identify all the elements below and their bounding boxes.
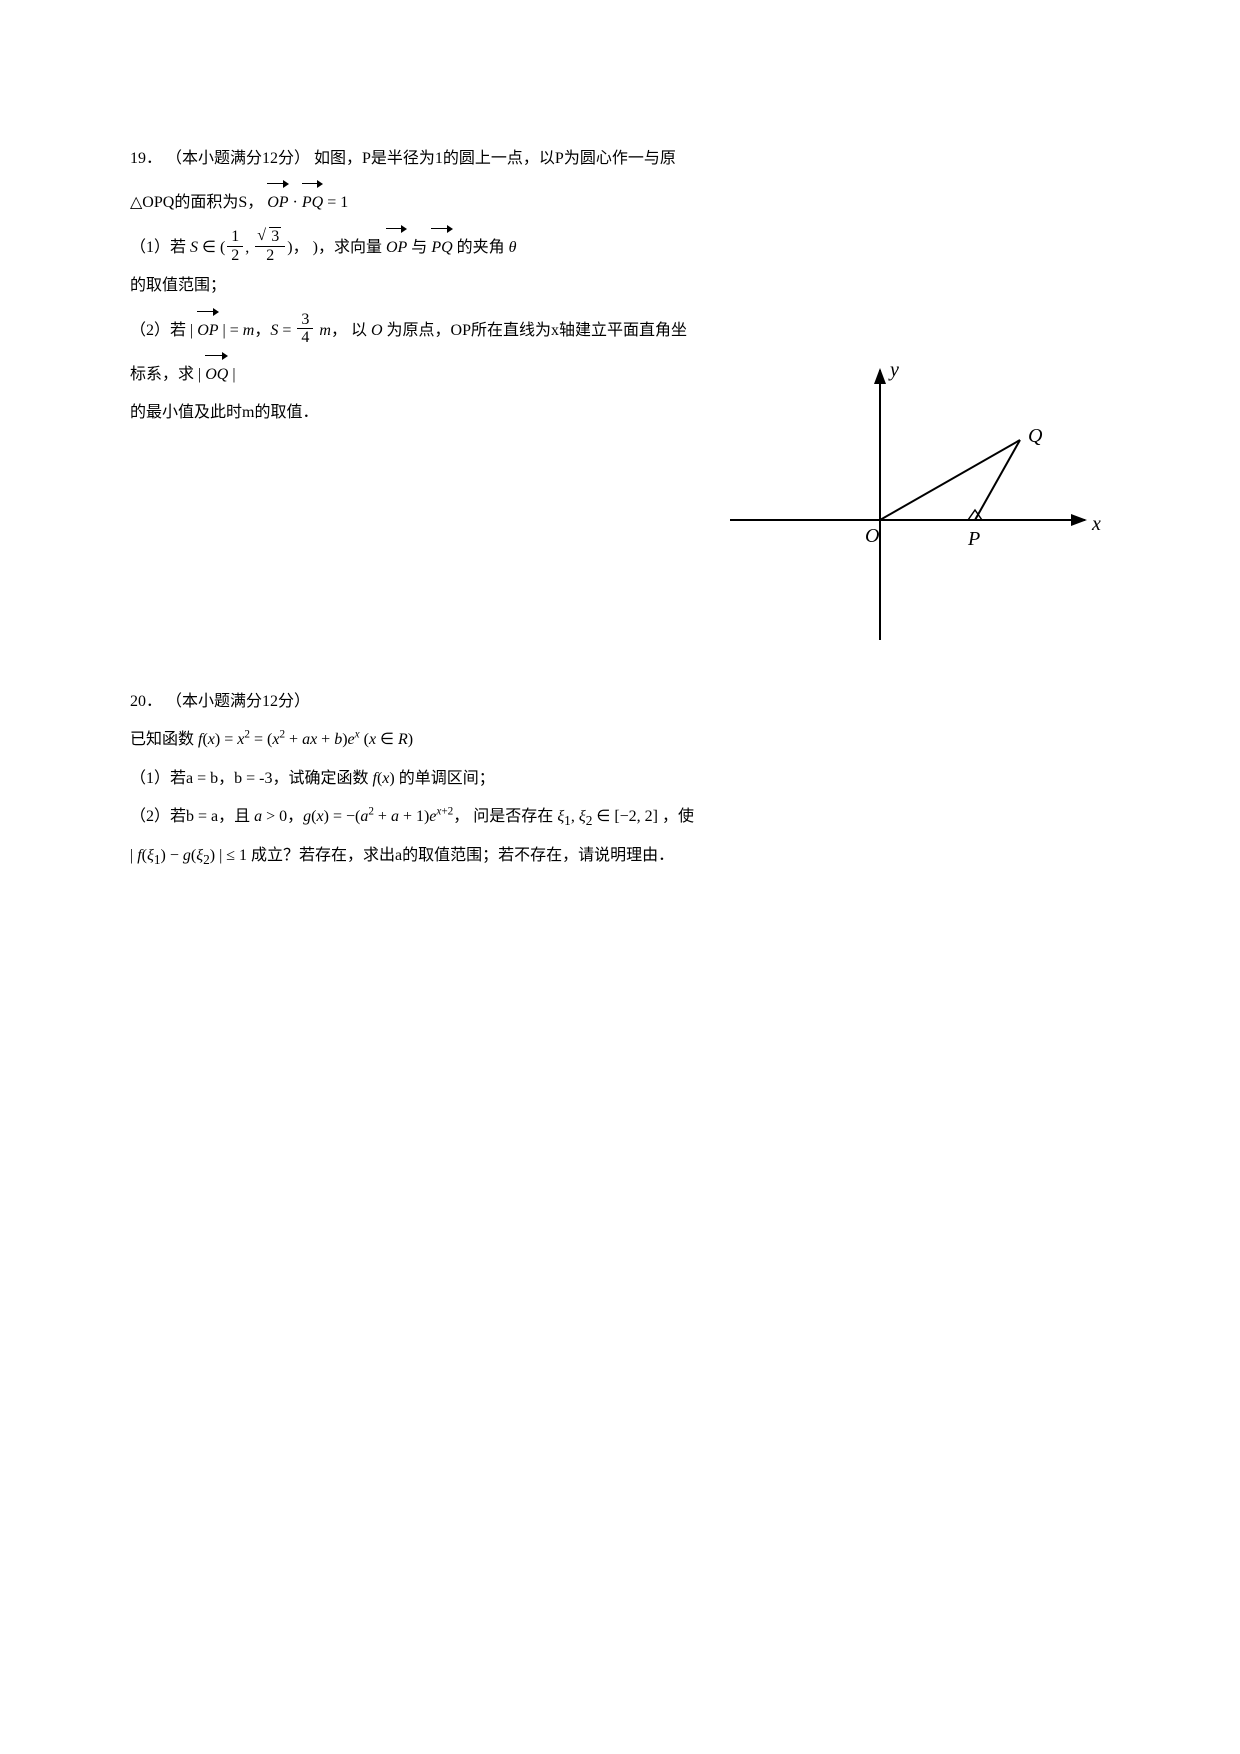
x-label: x	[1091, 513, 1101, 535]
problem-20: 20． （本小题满分12分）	[130, 683, 1110, 721]
q20-part2-ineq: | f(ξ1) − g(ξ2) | ≤ 1	[130, 847, 251, 864]
q19-part2-yi: 以 O	[351, 322, 383, 339]
q19-number: 19．	[130, 150, 162, 167]
coordinate-diagram: x y O P Q	[710, 350, 1110, 650]
q19-part1-text: )，求向量	[313, 239, 382, 256]
q20-part1: （1）若a = b，b = -3，试确定函数 f(x) 的单调区间；	[130, 760, 1110, 798]
q20-part2-label: （2）若b = a，且	[130, 808, 250, 825]
q19-points: （本小题满分12分）	[166, 150, 310, 167]
vec-OP: OP	[386, 223, 407, 267]
q20-part1-label: （1）若a = b，b = -3，试确定函数	[130, 770, 368, 787]
q19-part1: （1）若 S ∈ (12, 32)， )，求向量 OP 与 PQ 的夹角 θ	[130, 223, 1110, 267]
diagram-svg: x y O P Q	[710, 350, 1110, 650]
q20-part1-tail: 的单调区间；	[399, 770, 495, 787]
q19-given-prefix: △OPQ的面积为S，	[130, 194, 263, 211]
q19-part1-tail: 的夹角 θ	[457, 239, 517, 256]
q20-part2: （2）若b = a，且 a > 0，g(x) = −(a2 + a + 1)ex…	[130, 798, 1110, 837]
label-O: O	[865, 525, 879, 547]
q19-part1-tail2: 的取值范围；	[130, 267, 1110, 305]
q19-part1-and: 与	[411, 239, 427, 256]
q20-part2-ineq-line: | f(ξ1) − g(ξ2) | ≤ 1 成立？若存在，求出a的取值范围；若不…	[130, 837, 1110, 876]
q19-OQ-abs: | OQ |	[198, 366, 236, 383]
content-area: 19． （本小题满分12分） 如图，P是半径为1的圆上一点，以P为圆心作一与原 …	[130, 140, 1110, 876]
q19-part1-interval: S ∈ (12, 32)，	[190, 239, 313, 256]
q19-part2-label: （2）若	[130, 322, 186, 339]
label-P: P	[967, 528, 980, 550]
q19-part1-label: （1）若	[130, 239, 186, 256]
q20-func-def: f(x) = x2 = (x2 + ax + b)ex (x ∈ R)	[198, 731, 413, 748]
q20-intro-prefix: 已知函数	[130, 731, 194, 748]
q20-points: （本小题满分12分）	[166, 693, 310, 710]
page: 19． （本小题满分12分） 如图，P是半径为1的圆上一点，以P为圆心作一与原 …	[0, 0, 1240, 1754]
edge-OQ	[880, 440, 1020, 520]
label-Q: Q	[1028, 425, 1043, 447]
vec-PQ: PQ	[431, 223, 452, 267]
q20-part2-line2: ，使	[662, 808, 694, 825]
q20-part2-ask: 问是否存在 ξ1, ξ2 ∈ [−2, 2]	[473, 808, 658, 825]
q19-line2: △OPQ的面积为S， OP · PQ = 1	[130, 178, 1110, 222]
q20-part2-tail: 成立？若存在，求出a的取值范围；若不存在，请说明理由．	[251, 847, 674, 864]
q20-part1-fx: f(x)	[372, 770, 394, 787]
q20-intro: 已知函数 f(x) = x2 = (x2 + ax + b)ex (x ∈ R)	[130, 721, 1110, 759]
q19-part2-m: | OP | = m，S = 34 m，	[190, 322, 351, 339]
y-label: y	[888, 359, 899, 381]
problem-19: 19． （本小题满分12分） 如图，P是半径为1的圆上一点，以P为圆心作一与原	[130, 140, 1110, 178]
q19-intro-1: 如图，P是半径为1的圆上一点，以P为圆心作一与原	[314, 150, 676, 167]
q20-number: 20．	[130, 693, 162, 710]
q20-part2-cond: a > 0，g(x) = −(a2 + a + 1)ex+2，	[254, 808, 473, 825]
q19-dot-product: OP · PQ = 1	[267, 194, 348, 211]
